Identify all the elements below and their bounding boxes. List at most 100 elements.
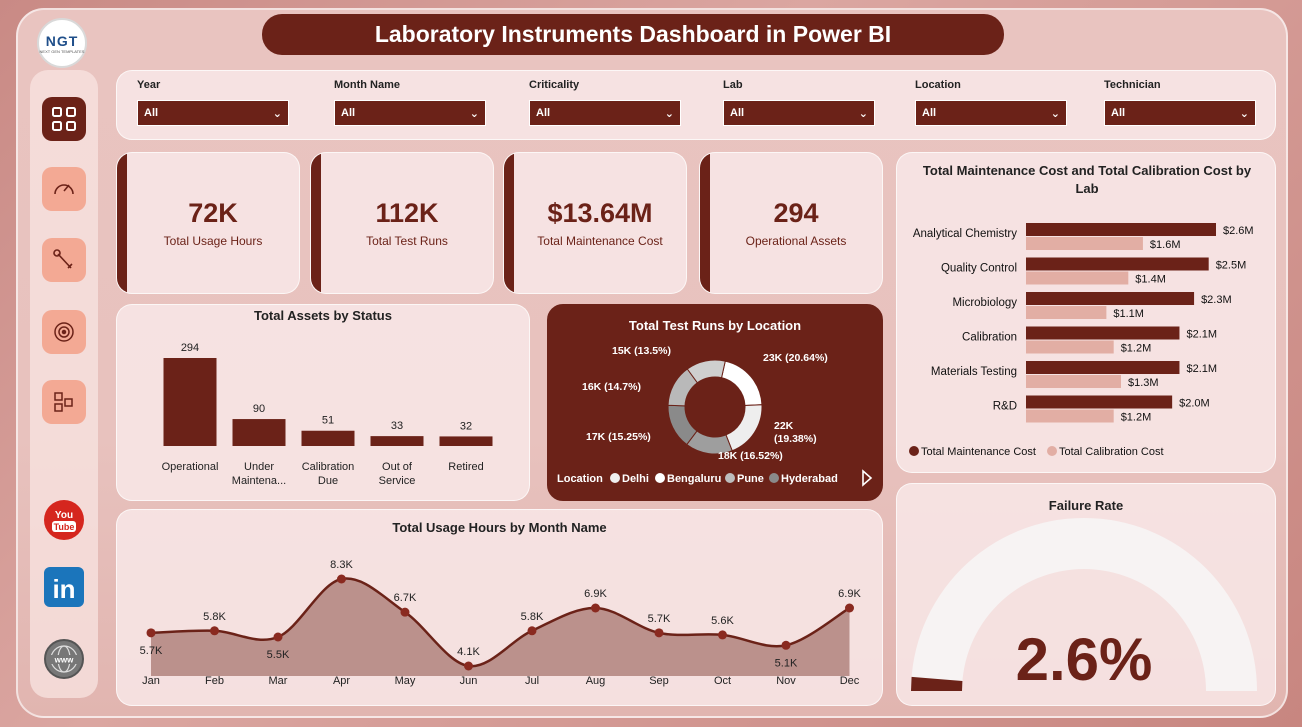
target-icon [54, 322, 74, 342]
kpi-label: Total Usage Hours [163, 234, 263, 248]
technician-dropdown[interactable]: All ⌄ [1104, 100, 1256, 126]
filter-technician: Technician All ⌄ [1104, 79, 1256, 126]
donut-slice-5[interactable] [686, 359, 726, 384]
nav-gauge-button[interactable] [42, 167, 86, 211]
month-label: May [395, 675, 416, 687]
bar-total-maintenance-cost[interactable] [1026, 361, 1180, 374]
bar-total-calibration-cost[interactable] [1026, 237, 1143, 250]
kpi-label: Operational Assets [745, 234, 847, 248]
nav-shapes-button[interactable] [42, 380, 86, 424]
kpi-label: Total Test Runs [366, 234, 448, 248]
kpi-total-usage-hours: 72K Total Usage Hours [116, 152, 300, 294]
category-label: Calibration [962, 332, 1017, 344]
bar-2[interactable] [301, 430, 355, 446]
legend-item[interactable]: Total Maintenance Cost [921, 446, 1036, 458]
data-label: 90 [253, 403, 265, 415]
chevron-down-icon: ⌄ [664, 107, 674, 120]
slice-label: 15K (13.5%) [612, 345, 671, 357]
donut-slice-1[interactable] [725, 404, 763, 452]
area-fill [151, 578, 850, 676]
filter-year: Year All ⌄ [137, 79, 289, 126]
filter-month: Month Name All ⌄ [334, 79, 486, 126]
kpi-accent [504, 153, 514, 293]
data-point[interactable] [210, 626, 219, 636]
cost-by-lab-chart: Total Maintenance Cost and Total Calibra… [909, 163, 1254, 458]
legend-marker [769, 473, 779, 483]
legend-item[interactable]: Delhi [622, 473, 649, 485]
category-label: Calibration Due [302, 461, 355, 487]
data-label: $2.6M [1223, 225, 1254, 237]
play-icon[interactable] [862, 469, 873, 487]
bar-total-calibration-cost[interactable] [1026, 375, 1121, 388]
data-point[interactable] [845, 603, 854, 613]
data-point[interactable] [464, 661, 473, 671]
bar-total-calibration-cost[interactable] [1026, 306, 1107, 319]
legend-item[interactable]: Hyderabad [781, 473, 838, 485]
data-label: $2.1M [1186, 329, 1217, 341]
kpi-accent [311, 153, 321, 293]
gauge-value: 2.6% [1016, 626, 1153, 693]
kpi-value: 72K [188, 198, 238, 228]
chart-title: Total Assets by Status [254, 308, 392, 323]
bar-total-calibration-cost[interactable] [1026, 340, 1114, 354]
donut-slice-0[interactable] [720, 360, 763, 407]
data-point[interactable] [273, 632, 283, 642]
filter-label: Year [137, 79, 161, 91]
data-label: 5.8K [521, 611, 544, 623]
legend-item[interactable]: Pune [737, 473, 764, 485]
month-label: Sep [649, 675, 669, 687]
data-label: 51 [322, 415, 334, 427]
bar-total-maintenance-cost[interactable] [1026, 223, 1216, 236]
bar-total-maintenance-cost[interactable] [1026, 292, 1195, 305]
bar-total-maintenance-cost[interactable] [1026, 326, 1180, 340]
nav-overview-button[interactable] [42, 97, 86, 141]
year-dropdown[interactable]: All ⌄ [137, 100, 289, 126]
data-point[interactable] [718, 630, 727, 640]
data-point[interactable] [591, 603, 600, 613]
wrench-icon [53, 249, 73, 269]
category-label: Out of Service [379, 461, 416, 487]
nav-tools-button[interactable] [42, 238, 86, 282]
data-label: 5.7K [140, 645, 163, 657]
failure-rate-card: Failure Rate 2.6% [896, 483, 1276, 706]
svg-text:in: in [52, 574, 75, 604]
data-point[interactable] [146, 628, 156, 638]
data-point[interactable] [337, 574, 346, 584]
chevron-down-icon: ⌄ [858, 107, 868, 120]
data-point[interactable] [527, 626, 537, 636]
bar-total-calibration-cost[interactable] [1026, 271, 1129, 285]
globe-icon: www [44, 639, 84, 679]
bar-3[interactable] [370, 436, 424, 446]
data-label: 294 [181, 342, 199, 354]
kpi-accent [117, 153, 127, 293]
location-dropdown[interactable]: All ⌄ [915, 100, 1067, 126]
month-dropdown[interactable]: All ⌄ [334, 100, 486, 126]
legend-item[interactable]: Bengaluru [667, 473, 721, 485]
data-point[interactable] [781, 640, 791, 650]
data-label: $1.3M [1128, 377, 1159, 389]
bar-0[interactable] [163, 358, 217, 446]
category-label: R&D [993, 401, 1017, 413]
nav-target-button[interactable] [42, 310, 86, 354]
shapes-icon [54, 392, 73, 412]
data-point[interactable] [400, 607, 410, 617]
bar-1[interactable] [232, 419, 286, 446]
bar-total-maintenance-cost[interactable] [1026, 257, 1209, 271]
slice-label: 22K (19.38%) [774, 420, 817, 445]
legend-item[interactable]: Total Calibration Cost [1059, 446, 1164, 458]
kpi-value: $13.64M [547, 198, 653, 228]
month-label: Jun [460, 675, 478, 687]
linkedin-link[interactable]: in [43, 566, 85, 608]
bar-total-maintenance-cost[interactable] [1026, 395, 1173, 409]
data-point[interactable] [654, 628, 664, 638]
kpi-total-maintenance-cost: $13.64M Total Maintenance Cost [503, 152, 687, 294]
data-label: 32 [460, 420, 472, 432]
website-link[interactable]: www [43, 638, 85, 680]
bar-4[interactable] [439, 436, 493, 446]
kpi-value: 294 [773, 198, 819, 228]
bar-total-calibration-cost[interactable] [1026, 409, 1114, 423]
lab-dropdown[interactable]: All ⌄ [723, 100, 875, 126]
slice-label: 18K (16.52%) [718, 450, 783, 462]
criticality-dropdown[interactable]: All ⌄ [529, 100, 681, 126]
youtube-link[interactable]: You Tube [43, 499, 85, 541]
